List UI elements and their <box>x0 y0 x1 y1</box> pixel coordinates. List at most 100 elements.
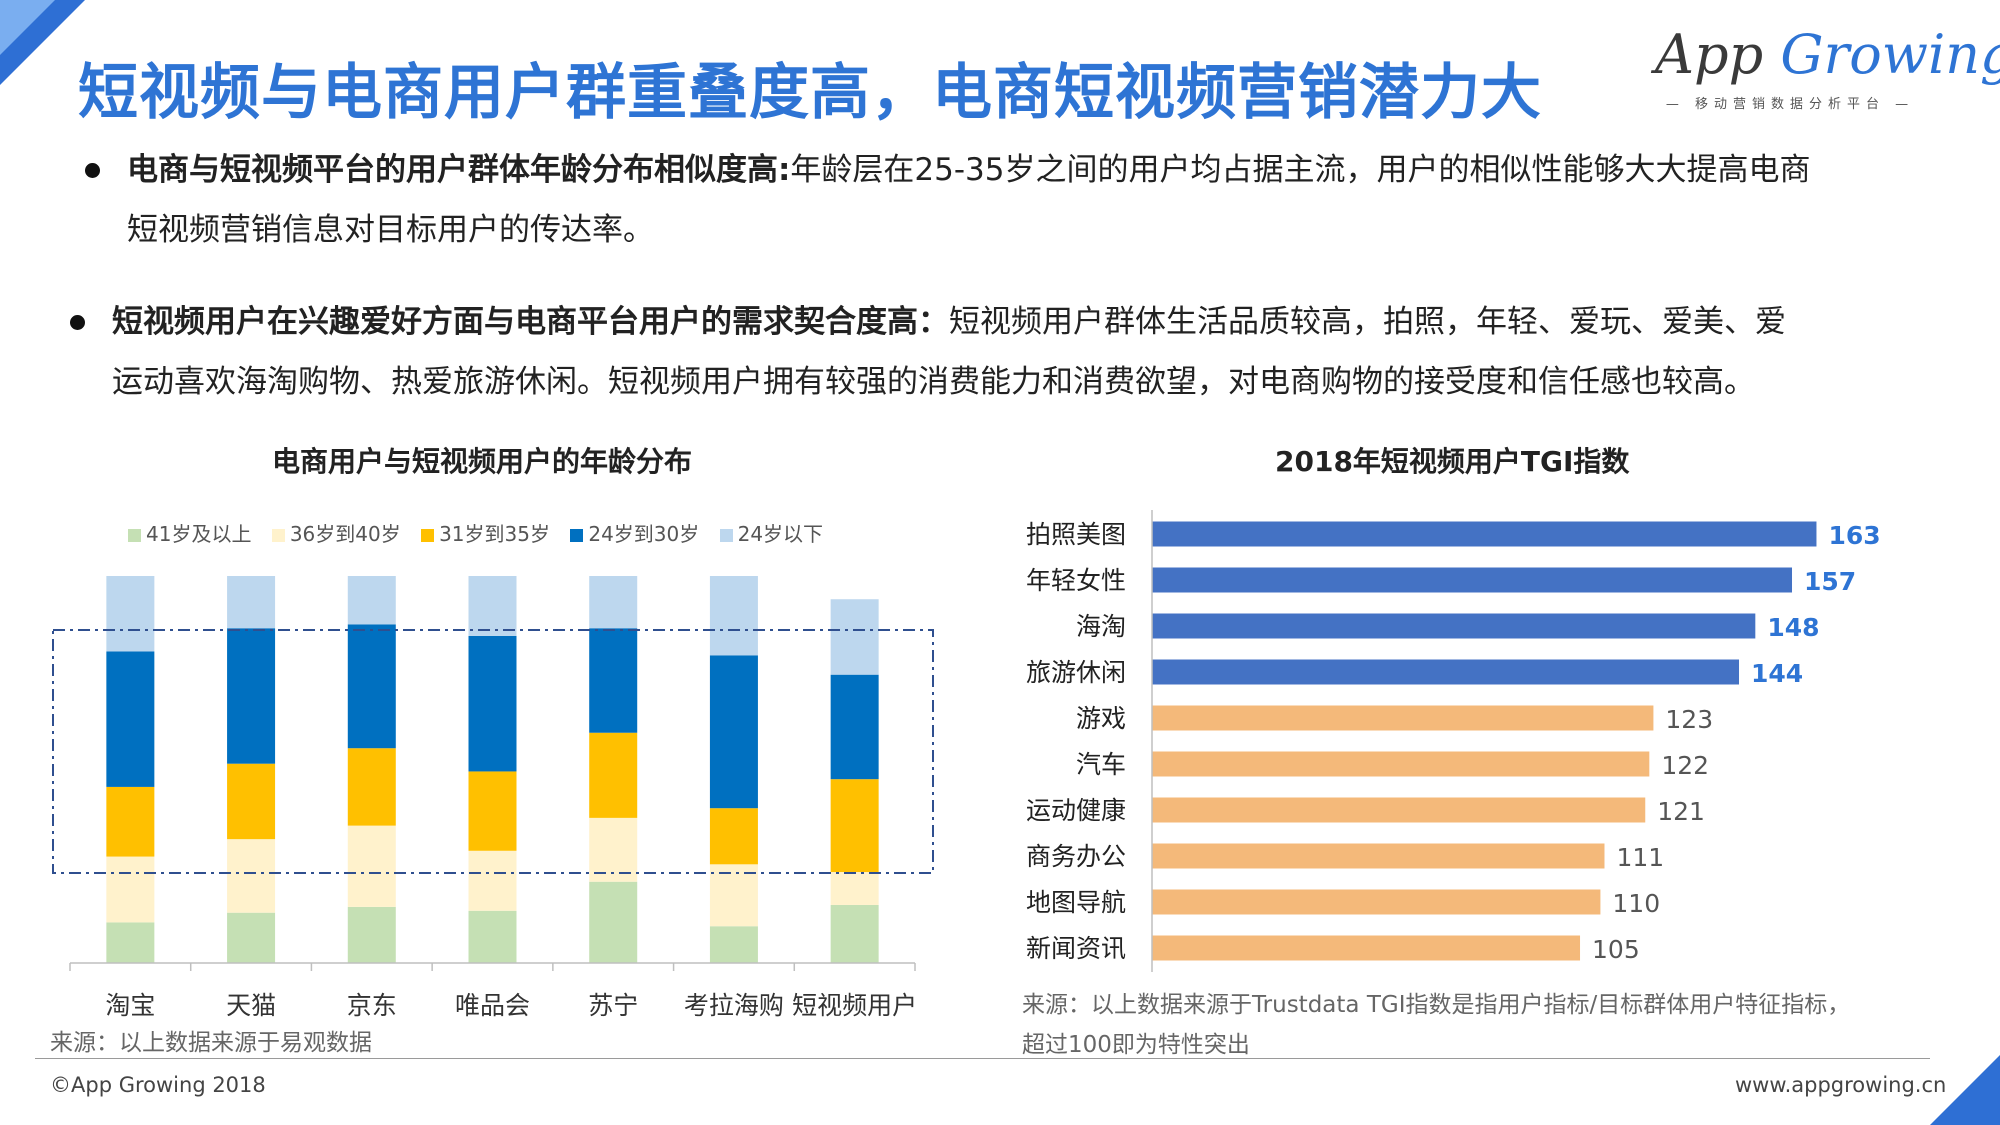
tgi-chart-source-line1: 来源：以上数据来源于Trustdata TGI指数是指用户指标/目标群体用户特征… <box>1022 992 1851 1018</box>
highlight-dashed-box <box>52 629 934 874</box>
bar-segment-36-40 <box>709 864 758 927</box>
appgrowing-logo: App Growing — 移动营销数据分析平台 — <box>1655 23 2000 120</box>
bullet-1-text: 年龄层在25-35岁之间的用户均占据主流，用户的相似性能够大大提高电商 <box>790 152 1811 188</box>
tgi-bar <box>1152 659 1740 685</box>
tgi-value-label: 105 <box>1592 935 1640 964</box>
bar-segment-31-35 <box>589 732 638 818</box>
bar-segment-31-35 <box>347 748 396 826</box>
logo-wordmark: App Growing <box>1655 23 2000 86</box>
tgi-index-chart: 拍照美图 163 年轻女性 157 海淘 148 旅游休闲 144 游戏 123 汽车 122 运动健康… <box>1026 510 1881 972</box>
bullet-1-heading: 电商与短视频平台的用户群体年龄分布相似度高: <box>127 152 791 188</box>
tgi-bar <box>1152 889 1601 915</box>
tgi-value-label: 148 <box>1767 613 1819 642</box>
x-tick-label: 天猫 <box>226 991 276 1020</box>
bullet-point-2: 短视频用户在兴趣爱好方面与电商平台用户的需求契合度高：短视频用户群体生活品质较高… <box>70 292 1950 412</box>
tgi-value-label: 122 <box>1661 751 1709 780</box>
bar-segment-41-plus <box>227 912 276 963</box>
bar-segment-41-plus <box>106 922 155 963</box>
x-tick-label: 苏宁 <box>588 991 638 1020</box>
bar-segment-24-30 <box>589 628 638 733</box>
bar-segment-24-30 <box>830 674 879 780</box>
bar-segment-36-40 <box>589 817 638 882</box>
bullet-1-text-line2: 短视频营销信息对目标用户的传达率。 <box>127 212 654 248</box>
bar-segment-under-24 <box>227 576 276 629</box>
bar-segment-24-30 <box>227 628 276 764</box>
tgi-bar <box>1152 843 1605 869</box>
bar-segment-24-30 <box>468 635 517 772</box>
tgi-bar <box>1152 935 1581 961</box>
bar-segment-under-24 <box>589 576 638 629</box>
bar-segment-36-40 <box>227 839 276 913</box>
legend-item-24-30: 24岁到30岁 <box>570 518 699 547</box>
bar-segment-under-24 <box>709 576 758 656</box>
bar-segment-24-30 <box>709 655 758 809</box>
legend-swatch <box>128 529 141 542</box>
page-title: 短视频与电商用户群重叠度高，电商短视频营销潜力大 <box>78 58 1542 128</box>
x-tick-label: 淘宝 <box>105 991 155 1020</box>
x-tick-label: 考拉海购 <box>684 991 784 1020</box>
bar-segment-36-40 <box>830 872 879 905</box>
tgi-category-label: 年轻女性 <box>1026 566 1126 595</box>
bar-segment-31-35 <box>830 779 879 873</box>
bullet-2-text-line2: 运动喜欢海淘购物、热爱旅游休闲。短视频用户拥有较强的消费能力和消费欲望，对电商购… <box>112 364 1755 400</box>
tgi-value-label: 144 <box>1751 659 1803 688</box>
age-chart-legend: 41岁及以上 36岁到40岁 31岁到35岁 24岁到30岁 24岁以下 <box>128 518 837 547</box>
footer-copyright: ©App Growing 2018 <box>50 1073 266 1097</box>
legend-swatch <box>271 529 285 542</box>
bullet-dot <box>85 163 100 178</box>
bullet-dot <box>70 315 85 330</box>
bullet-2-text: 短视频用户群体生活品质较高，拍照，年轻、爱玩、爱美、爱 <box>949 304 1786 340</box>
tgi-category-label: 海淘 <box>1076 612 1126 641</box>
tgi-value-label: 163 <box>1828 521 1880 550</box>
tgi-category-label: 运动健康 <box>1026 796 1126 825</box>
bar-segment-24-30 <box>347 624 396 749</box>
bar-segment-31-35 <box>468 771 517 851</box>
corner-decoration-top-left-light <box>0 0 55 55</box>
tgi-value-label: 157 <box>1804 567 1856 596</box>
bar-segment-under-24 <box>830 599 879 675</box>
tgi-value-label: 110 <box>1612 889 1660 918</box>
tgi-category-label: 汽车 <box>1076 750 1126 779</box>
legend-item-31-35: 31岁到35岁 <box>421 518 550 547</box>
bar-segment-36-40 <box>468 850 517 911</box>
bar-segment-36-40 <box>347 825 396 907</box>
bar-segment-41-plus <box>468 910 517 963</box>
bar-segment-36-40 <box>106 856 155 923</box>
tgi-value-label: 121 <box>1657 797 1705 826</box>
tgi-bar <box>1152 521 1817 547</box>
bar-segment-under-24 <box>468 576 517 636</box>
footer-website: www.appgrowing.cn <box>1735 1073 1947 1097</box>
x-tick-label: 唯品会 <box>455 991 530 1020</box>
tgi-category-label: 商务办公 <box>1026 842 1126 871</box>
age-chart-title: 电商用户与短视频用户的年龄分布 <box>272 445 693 478</box>
tgi-category-label: 旅游休闲 <box>1026 658 1126 687</box>
tgi-bar <box>1152 797 1646 823</box>
bar-segment-41-plus <box>589 881 638 963</box>
corner-decoration-bottom-right <box>1930 1055 2000 1125</box>
bar-segment-31-35 <box>227 763 276 840</box>
bar-segment-41-plus <box>709 926 758 963</box>
tgi-category-label: 地图导航 <box>1026 888 1126 917</box>
legend-swatch <box>719 529 733 542</box>
tgi-chart-title: 2018年短视频用户TGI指数 <box>1275 445 1630 478</box>
x-tick-label: 京东 <box>347 991 397 1020</box>
legend-item-36-40: 36岁到40岁 <box>271 518 401 547</box>
bullet-2-heading: 短视频用户在兴趣爱好方面与电商平台用户的需求契合度高： <box>112 304 949 340</box>
tgi-category-label: 游戏 <box>1076 704 1126 733</box>
bar-segment-41-plus <box>830 904 879 963</box>
tgi-bar <box>1152 705 1654 731</box>
tgi-category-label: 新闻资讯 <box>1026 934 1126 963</box>
bar-segment-31-35 <box>106 786 155 857</box>
tgi-chart-source-line2: 超过100即为特性突出 <box>1022 1032 1250 1058</box>
tgi-value-label: 111 <box>1616 843 1664 872</box>
logo-tagline: — 移动营销数据分析平台 — <box>1665 97 1915 112</box>
legend-item-41-plus: 41岁及以上 <box>128 518 251 547</box>
tgi-bar <box>1152 613 1756 639</box>
bullet-point-1: 电商与短视频平台的用户群体年龄分布相似度高:年龄层在25-35岁之间的用户均占据… <box>85 140 1945 260</box>
footer-divider <box>35 1058 1930 1059</box>
legend-item-under-24: 24岁以下 <box>719 518 823 547</box>
legend-swatch <box>421 529 435 542</box>
tgi-bar <box>1152 567 1793 593</box>
tgi-value-label: 123 <box>1665 705 1713 734</box>
bar-segment-under-24 <box>106 576 155 652</box>
